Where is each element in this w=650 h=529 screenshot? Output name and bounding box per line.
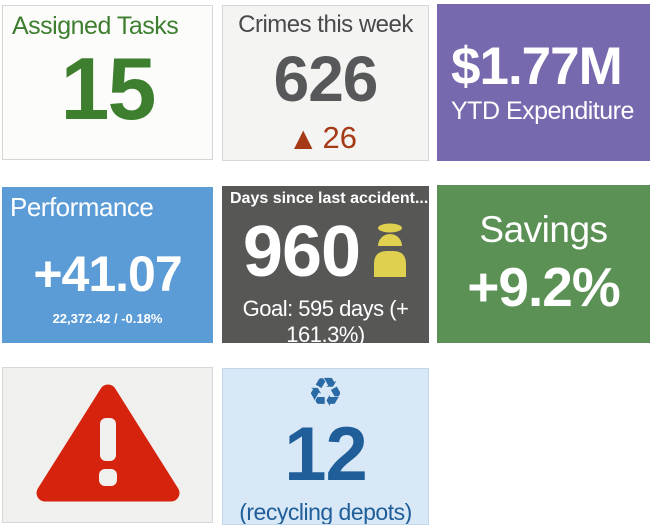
crimes-value: 626 [273,43,379,115]
triangle-up-icon: ▲ [294,124,313,152]
crimes-title: Crimes this week [238,11,413,38]
accident-days-goal: Goal: 595 days (+ 161.3%) [242,296,409,343]
accident-days-value: 960 [242,212,361,292]
crimes-delta: ▲ 26 [294,120,357,156]
recycling-tile: ♻ 12 (recycling depots) [222,368,429,525]
worker-icon [372,223,408,282]
accident-days-title: Days since last accident... [230,190,429,207]
performance-tile: Performance +41.07 22,372.42 / -0.18% [2,187,213,343]
performance-value: +41.07 [33,246,182,302]
savings-title: Savings [479,209,608,251]
accident-days-tile: Days since last accident... 960 Goal: 59… [222,186,429,343]
warning-icon [32,380,184,511]
assigned-tasks-value: 15 [60,39,157,138]
ytd-expenditure-tile: $1.77M YTD Expenditure [437,4,650,161]
recycling-label: (recycling depots) [239,499,412,525]
performance-detail: 22,372.42 / -0.18% [52,311,163,326]
savings-tile: Savings +9.2% [437,185,650,343]
crimes-tile: Crimes this week 626 ▲ 26 [222,5,429,161]
performance-title: Performance [10,192,154,222]
recycle-icon: ♻ [307,370,344,416]
savings-value: +9.2% [467,256,620,319]
ytd-expenditure-value: $1.77M [451,37,623,97]
warning-tile [2,367,213,523]
recycling-value: 12 [284,412,368,497]
accident-days-row: 960 [222,216,429,288]
crimes-delta-value: 26 [322,120,357,155]
assigned-tasks-tile: Assigned Tasks 15 [2,5,213,160]
assigned-tasks-title: Assigned Tasks [12,12,179,40]
ytd-expenditure-label: YTD Expenditure [451,96,634,125]
